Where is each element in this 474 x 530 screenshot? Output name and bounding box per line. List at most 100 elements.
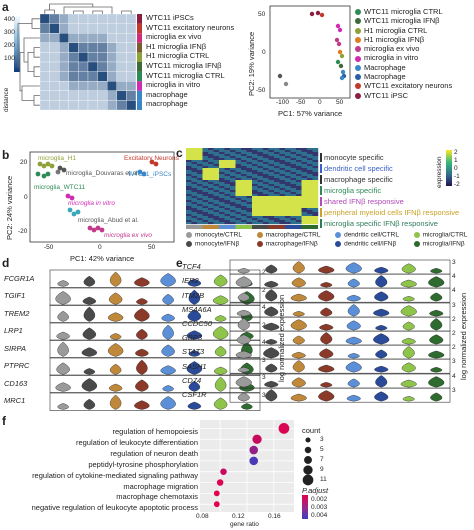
violin-frame [49,357,261,376]
heatmap-cell [301,164,308,167]
violin-row [49,269,261,288]
violin-shape [320,282,333,288]
violin-ymax-tick: 4 [452,273,456,281]
heatmap-cell [290,162,297,165]
heatmap-cell [290,188,297,191]
count-tick: 9 [320,466,324,473]
heatmap-cell [257,200,264,203]
heatmap-cell [252,150,258,153]
heatmap-cell [87,90,98,101]
heatmap-cell [230,158,236,161]
heatmap-cell [230,164,236,167]
heatmap-cell [290,210,297,213]
f-xtick: 0.08 [196,513,209,520]
heatmap-cell [257,204,264,207]
heatmap-cell [202,194,209,197]
dotplot-point [220,468,227,475]
gene-label: TCF4 [182,262,201,272]
cluster-label: monocyte specific [320,152,459,163]
heatmap-cell [197,214,203,217]
violin-shape [290,319,307,331]
heatmap-cell [186,172,192,175]
heatmap-cell [279,184,286,187]
heatmap-cell [208,212,214,215]
heatmap-cell [191,210,198,213]
heatmap-cell [257,172,264,175]
heatmap-cell [263,162,269,165]
violin-shape [56,331,70,340]
dotplot-point [249,445,259,455]
heatmap-cell [296,206,302,209]
heatmap-cell [241,176,247,179]
dotplot-point [213,490,220,497]
heatmap-cell [257,214,264,217]
heatmap-cell [252,206,258,209]
heatmap-cell [252,174,258,177]
legend-swatch [355,18,361,25]
heatmap-cell [219,158,225,161]
heatmap-cell [263,206,269,209]
violin-shape [264,306,279,316]
heatmap-cell [301,158,308,161]
heatmap-cell [285,174,291,177]
count-tick: 7 [320,456,324,463]
violin-frame [229,288,451,303]
heatmap-cell [97,81,108,91]
dendrogram-branch [27,52,34,72]
violin-frame [49,374,261,393]
legend-label: microglia/IFNβ [422,240,465,248]
heatmap-cell [186,176,192,179]
heatmap-cell [107,33,117,43]
heatmap-cell [219,190,225,193]
row-label: WTC11 microglia CTRL [146,70,225,80]
count-legend-dot [305,437,311,443]
heatmap-cell [241,194,247,197]
go-term-label: peptidyl-tyrosine phosphorylation [88,459,198,469]
heatmap-cell [290,218,297,221]
heatmap-cell [191,154,198,157]
violin-row [229,330,451,346]
heatmap-cell [279,164,286,167]
heatmap-cell [301,150,308,153]
heatmap-cell [230,220,236,223]
heatmap-cell [279,168,286,171]
heatmap-cell [301,210,308,213]
heatmap-cell [285,152,291,155]
heatmap-cell [312,158,319,161]
heatmap-cell [296,208,302,211]
heatmap-cell [312,214,319,217]
heatmap-cell [263,216,269,219]
heatmap-cell [268,156,275,159]
violin-shape [400,304,417,316]
heatmap-cell [312,198,319,201]
heatmap-cell [301,196,308,199]
heatmap-cell [219,152,225,155]
heatmap-cell [296,152,302,155]
heatmap-cell [197,152,203,155]
heatmap-cell [186,200,192,203]
heatmap-cell [116,33,127,43]
heatmap-cell [246,200,253,203]
heatmap-cell [241,182,247,185]
heatmap-cell [268,220,275,223]
heatmap-cell [285,214,291,217]
row-color-swatch [137,33,142,43]
violin-shape [134,399,150,410]
heatmap-cell [257,198,264,201]
heatmap-cell [307,150,313,153]
heatmap-cell [246,176,253,179]
heatmap-cell [257,206,264,209]
heatmap-cell [49,23,60,34]
pca-a-point [339,75,345,81]
heatmap-cell [312,162,319,165]
heatmap-cell [186,156,192,159]
heatmap-cell [202,216,209,219]
violin-shape [402,321,415,331]
heatmap-cell [274,156,280,159]
heatmap-cell [274,168,280,171]
heatmap-cell [307,186,313,189]
heatmap-cell [274,200,280,203]
heatmap-cell [241,160,247,163]
heatmap-cell [268,198,275,201]
heatmap-cell [301,156,308,159]
